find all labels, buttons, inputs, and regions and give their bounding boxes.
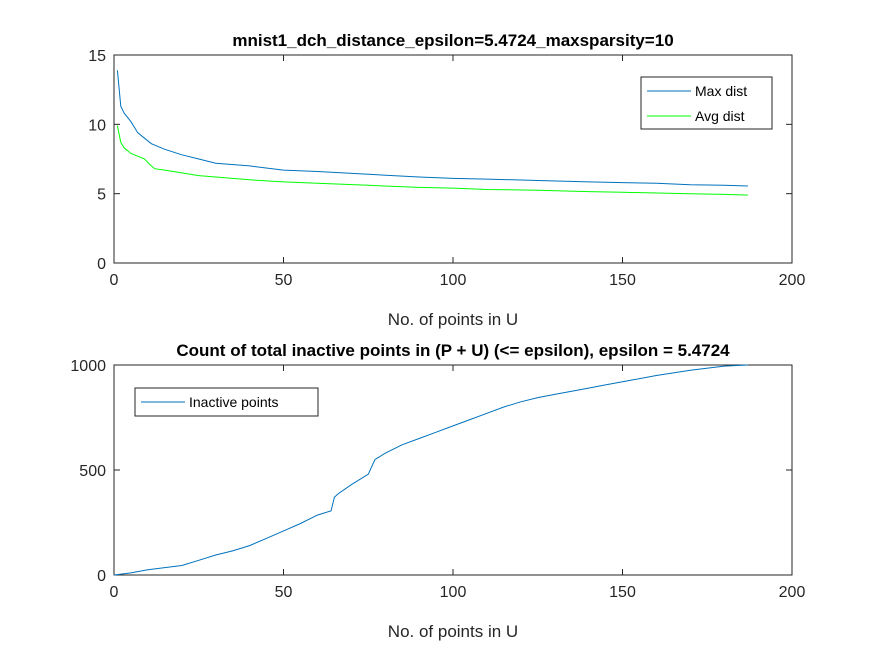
x-tick-label: 200	[779, 584, 806, 601]
series-line-inactive-points	[113, 364, 748, 576]
y-tick-label: 0	[97, 568, 106, 585]
x-tick-label: 50	[275, 584, 293, 601]
legend: Max dist Avg dist	[640, 76, 773, 130]
y-tick-label: 500	[79, 463, 106, 480]
x-axis-label: No. of points in U	[388, 622, 518, 641]
series-line-avg-dist	[116, 125, 748, 196]
legend-label: Avg dist	[695, 108, 745, 124]
chart-title: mnist1_dch_distance_epsilon=5.4724_maxsp…	[232, 31, 673, 50]
x-tick-label: 100	[440, 584, 467, 601]
y-tick-label: 15	[88, 48, 106, 65]
x-tick-label: 0	[110, 272, 119, 289]
chart-title: Count of total inactive points in (P + U…	[176, 341, 730, 360]
x-tick-label: 150	[609, 584, 636, 601]
legend-box	[640, 76, 773, 130]
x-tick-label: 150	[609, 272, 636, 289]
legend: Inactive points	[134, 387, 319, 417]
x-tick-label: 0	[110, 584, 119, 601]
y-tick-label: 0	[97, 256, 106, 273]
y-tick-label: 1000	[70, 358, 106, 375]
chart-2: 0 50 100 150 200 0 500 1000 Count of total inact…	[70, 341, 805, 641]
series-line-max-dist	[116, 70, 748, 187]
y-tick-label: 10	[88, 117, 106, 134]
legend-label: Inactive points	[189, 394, 279, 410]
chart-1: 0 50 100 150 200 0 5 10 15 mnist1_dch_distance_ep…	[88, 31, 805, 329]
legend-label: Max dist	[695, 83, 747, 99]
x-tick-label: 200	[779, 272, 806, 289]
x-tick-label: 50	[275, 272, 293, 289]
y-tick-label: 5	[97, 187, 106, 204]
x-tick-label: 100	[440, 272, 467, 289]
x-axis-label: No. of points in U	[388, 310, 518, 329]
